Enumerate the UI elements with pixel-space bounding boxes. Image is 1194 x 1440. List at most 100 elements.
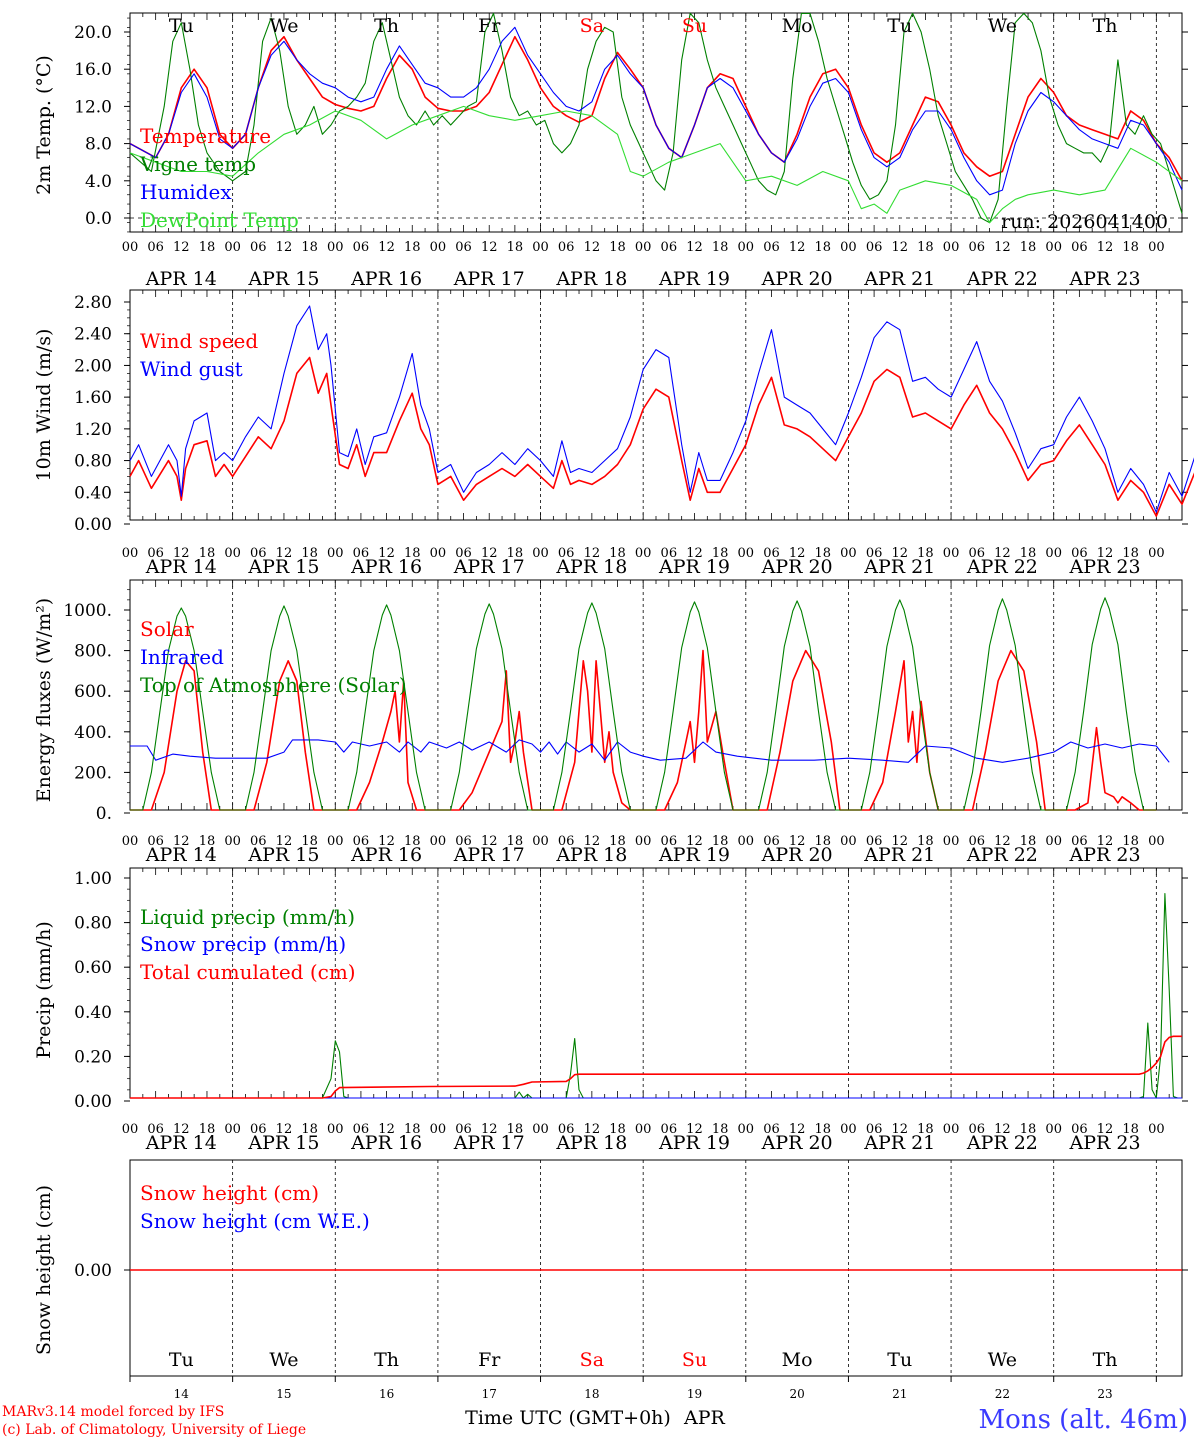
x-date-label: APR 16: [350, 268, 422, 290]
x-tick-label: 00: [430, 240, 447, 255]
x-date-label: APR 17: [453, 1132, 525, 1154]
x-date-label: APR 21: [863, 844, 935, 866]
x-date-label: APR 17: [453, 844, 525, 866]
x-tick-label: 12: [789, 1122, 806, 1137]
model-credit: MARv3.14 model forced by IFS: [2, 1404, 224, 1420]
x-tick-label: 12: [276, 546, 293, 561]
x-tick-label: 18: [712, 240, 729, 255]
y-tick-label: 0.00: [74, 515, 112, 535]
x-tick-label: 00: [1045, 546, 1062, 561]
x-date-label: APR 18: [555, 556, 627, 578]
x-tick-label: 12: [891, 1122, 908, 1137]
day-number: 21: [892, 1387, 907, 1401]
x-tick-label: 18: [917, 1122, 934, 1137]
x-date-label: APR 14: [145, 844, 217, 866]
y-axis-label: Energy fluxes (W/m²): [33, 598, 55, 802]
x-tick-label: 18: [1122, 240, 1139, 255]
x-tick-label: 06: [147, 240, 164, 255]
x-tick-label: 00: [122, 240, 139, 255]
x-tick-label: 00: [635, 240, 652, 255]
x-tick-label: 12: [994, 546, 1011, 561]
x-tick-label: 18: [1020, 240, 1037, 255]
x-tick-label: 12: [481, 240, 498, 255]
panel-2: 0.00 0.40 0.80 1.20 1.60 2.00 2.40 2.80 10m Wind…: [33, 289, 1194, 578]
x-tick-label: 06: [866, 1122, 883, 1137]
x-tick-label: 06: [763, 240, 780, 255]
x-tick-label: 12: [1097, 546, 1114, 561]
x-date-label: APR 20: [761, 556, 833, 578]
panel-3: 0. 200. 400. 600. 800. 1000. Energy fluxes (W/…: [33, 579, 1188, 866]
x-tick-label: 18: [301, 1122, 318, 1137]
x-date-label: APR 18: [555, 844, 627, 866]
x-tick-label: 06: [558, 240, 575, 255]
x-tick-label: 12: [686, 834, 703, 849]
run-label: run: 2026041400: [1001, 211, 1168, 233]
x-tick-label: 18: [815, 240, 832, 255]
y-tick-label: 400.: [74, 723, 112, 743]
x-tick-label: 00: [840, 1122, 857, 1137]
x-date-label: APR 23: [1069, 844, 1141, 866]
x-date-label: APR 17: [453, 268, 525, 290]
y-tick-label: 20.0: [74, 23, 112, 43]
day-name: Th: [374, 1349, 399, 1371]
x-date-label: APR 22: [966, 844, 1038, 866]
x-tick-label: 06: [558, 1122, 575, 1137]
x-tick-label: 12: [789, 834, 806, 849]
x-tick-label: 06: [763, 546, 780, 561]
x-tick-label: 00: [532, 834, 549, 849]
x-tick-label: 06: [455, 1122, 472, 1137]
x-tick-label: 06: [763, 1122, 780, 1137]
x-tick-label: 06: [353, 546, 370, 561]
x-tick-label: 12: [994, 240, 1011, 255]
legend-entry: Humidex: [140, 180, 232, 204]
series-line-total-cumulated-cm-: [130, 1035, 1182, 1099]
x-date-label: APR 19: [658, 844, 730, 866]
day-name: We: [988, 1349, 1017, 1371]
legend-entry: Top of Atmosphere (Solar): [140, 673, 407, 697]
x-tick-label: 00: [327, 1122, 344, 1137]
x-tick-label: 06: [147, 1122, 164, 1137]
x-tick-label: 12: [584, 834, 601, 849]
legend-entry: Infrared: [140, 645, 224, 669]
x-date-label: APR 17: [453, 556, 525, 578]
x-tick-label: 06: [1071, 546, 1088, 561]
day-name: Th: [374, 15, 399, 37]
legend-entry: Snow height (cm W.E.): [140, 1209, 370, 1233]
x-tick-label: 12: [686, 240, 703, 255]
x-date-label: APR 15: [247, 844, 319, 866]
day-name: We: [269, 1349, 298, 1371]
day-number: 20: [789, 1387, 804, 1401]
x-tick-label: 00: [1045, 240, 1062, 255]
x-tick-label: 18: [609, 1122, 626, 1137]
y-axis-label: 10m Wind (m/s): [33, 329, 55, 482]
x-tick-label: 12: [481, 834, 498, 849]
x-tick-label: 18: [404, 1122, 421, 1137]
x-date-label: APR 14: [145, 556, 217, 578]
x-date-label: APR 16: [350, 556, 422, 578]
y-tick-label: 0.00: [74, 1261, 112, 1281]
series-line-liquid-precip-mm-h-: [130, 893, 1182, 1099]
x-tick-label: 12: [1097, 834, 1114, 849]
x-tick-label: 00: [840, 240, 857, 255]
y-tick-label: 2.80: [74, 293, 112, 313]
series-line-dewpoint-temp: [129, 105, 1183, 224]
x-tick-label: 12: [891, 546, 908, 561]
x-tick-label: 00: [738, 240, 755, 255]
y-tick-label: 1.20: [74, 420, 112, 440]
x-tick-label: 06: [455, 240, 472, 255]
x-tick-label: 00: [943, 834, 960, 849]
x-tick-label: 00: [840, 546, 857, 561]
y-axis-label: Snow height (cm): [33, 1185, 55, 1355]
x-tick-label: 06: [455, 834, 472, 849]
x-tick-label: 12: [686, 546, 703, 561]
x-tick-label: 06: [968, 834, 985, 849]
day-name: Th: [1093, 15, 1118, 37]
day-number: 19: [687, 1387, 702, 1401]
x-tick-label: 06: [1071, 1122, 1088, 1137]
y-tick-label: 200.: [74, 763, 112, 783]
x-tick-label: 00: [532, 240, 549, 255]
y-tick-label: 0.20: [74, 1047, 112, 1067]
x-tick-label: 12: [1097, 1122, 1114, 1137]
